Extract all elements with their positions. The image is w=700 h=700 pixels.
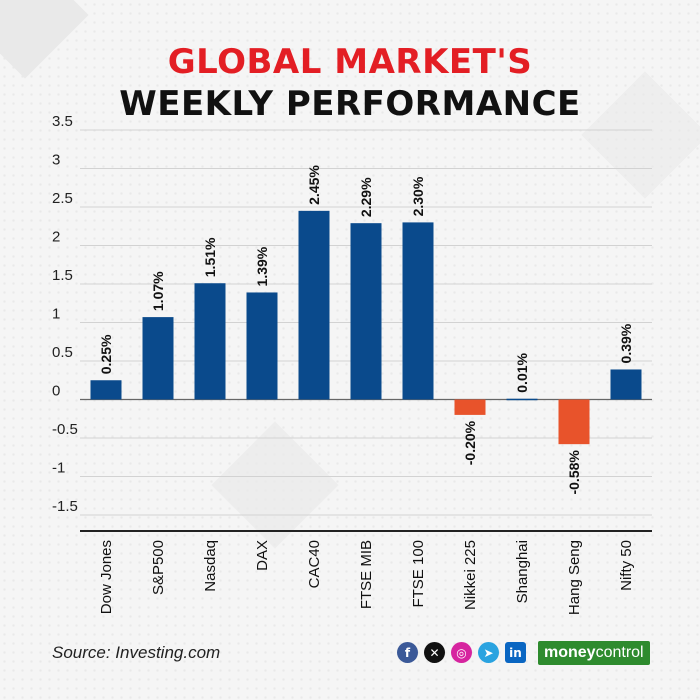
bar	[610, 369, 642, 400]
linkedin-icon[interactable]: in	[505, 642, 526, 663]
facebook-icon[interactable]: f	[397, 642, 418, 663]
data-label: 0.01%	[514, 352, 530, 392]
x-tick-label: Shanghai	[514, 540, 531, 603]
x-icon[interactable]: ✕	[424, 642, 445, 663]
instagram-icon[interactable]: ◎	[451, 642, 472, 663]
data-label: 2.30%	[410, 176, 426, 216]
x-tick-label: FTSE 100	[410, 540, 427, 608]
telegram-icon[interactable]: ➤	[478, 642, 499, 663]
x-tick-label: CAC40	[306, 540, 323, 588]
x-tick-label: Hang Seng	[566, 540, 583, 615]
bar	[506, 398, 538, 401]
data-label: 0.39%	[618, 323, 634, 363]
data-label: 1.51%	[202, 237, 218, 277]
x-tick-label: Nikkei 225	[462, 540, 479, 610]
bar-chart: 3.5 3 2.5 2 1.5 1 0.5 0 -0.5 -1 -1.5 0.25% Dow Jones…	[52, 113, 652, 615]
x-tick-label: Nasdaq	[202, 540, 219, 592]
data-label: 1.39%	[254, 246, 270, 286]
bar	[194, 283, 226, 400]
y-tick-label: -1	[52, 460, 65, 477]
bar	[142, 317, 174, 400]
x-tick-label: FTSE MIB	[358, 540, 375, 609]
y-tick-label: 2.5	[52, 190, 73, 207]
bar	[402, 222, 434, 400]
bar	[90, 380, 122, 400]
data-label: 1.07%	[150, 271, 166, 311]
x-tick-label: Nifty 50	[618, 540, 635, 591]
data-label: 0.25%	[98, 334, 114, 374]
bar	[246, 292, 278, 400]
bar	[298, 210, 330, 400]
data-label: 2.45%	[306, 165, 322, 205]
x-tick-label: Dow Jones	[98, 540, 115, 614]
bar	[350, 223, 382, 400]
brand-logo: money control	[538, 641, 650, 665]
y-tick-label: 3.5	[52, 113, 73, 130]
x-tick-label: S&P500	[150, 540, 167, 595]
y-tick-label: -0.5	[52, 421, 78, 438]
data-label: -0.20%	[462, 420, 478, 465]
y-tick-label: 0.5	[52, 344, 73, 361]
source-note: Source: Investing.com	[52, 643, 221, 662]
brand-part2: control	[595, 644, 644, 661]
y-tick-label: 0	[52, 383, 60, 400]
bar	[558, 399, 590, 445]
chart-title-line1: GLOBAL MARKET'S	[167, 42, 533, 82]
y-tick-label: 3	[52, 152, 60, 169]
y-tick-label: -1.5	[52, 498, 78, 515]
y-tick-label: 1.5	[52, 267, 73, 284]
brand-part1: money	[544, 644, 596, 661]
y-tick-label: 2	[52, 229, 60, 246]
data-label: 2.29%	[358, 177, 374, 217]
y-tick-label: 1	[52, 306, 60, 323]
x-tick-label: DAX	[254, 540, 271, 571]
bar	[454, 399, 486, 415]
data-label: -0.58%	[566, 450, 582, 495]
chart-title-line2: WEEKLY PERFORMANCE	[119, 84, 581, 124]
social-links: f ✕ ◎ ➤ in	[397, 642, 526, 663]
